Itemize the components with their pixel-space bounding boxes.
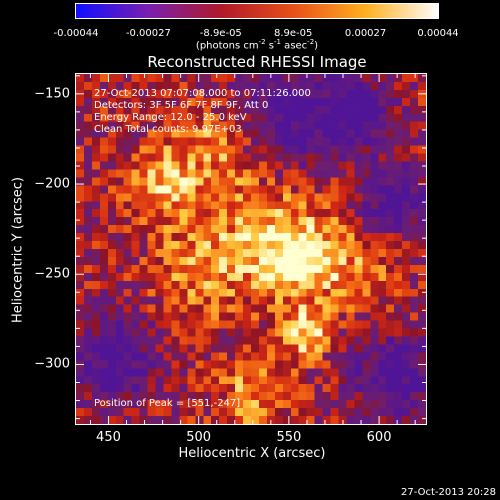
colorbar-tick-label: -8.9e-05 [199, 28, 242, 39]
colorbar [75, 3, 439, 19]
colorbar-tick-label: -0.00044 [53, 28, 99, 39]
footer-timestamp: 27-Oct-2013 20:28 [401, 487, 496, 498]
peak-position-text: Position of Peak = [551,-247] [94, 398, 241, 409]
y-tick-label: −250 [34, 266, 70, 282]
plot-frame [75, 73, 427, 425]
colorbar-tick-label: 0.00027 [344, 28, 387, 39]
x-tick-label: 500 [186, 430, 212, 445]
colorbar-units: (photons cm-2 s-1 asec-2) [195, 38, 319, 52]
y-axis-label: Heliocentric Y (arcsec) [10, 177, 26, 323]
info-energy-range: Energy Range: 12.0 - 25.0 keV [94, 112, 247, 123]
info-clean-counts: Clean Total counts: 9.97E+03 [94, 124, 242, 135]
info-time-range: 27-Oct-2013 07:07:08.000 to 07:11:26.000 [94, 88, 311, 99]
rhessi-image [76, 74, 426, 424]
colorbar-tick-label: 0.00044 [417, 28, 459, 39]
colorbar-tick-label: -0.00027 [125, 28, 171, 39]
x-tick-label: 550 [276, 430, 302, 445]
info-detectors: Detectors: 3F 5F 6F 7F 8F 9F, Att 0 [94, 100, 269, 111]
colorbar-tick-label: 8.9e-05 [273, 28, 313, 39]
y-tick-label: −150 [34, 86, 70, 102]
y-tick-label: −200 [34, 176, 70, 192]
x-tick-label: 600 [366, 430, 392, 445]
x-axis-label: Heliocentric X (arcsec) [178, 446, 326, 461]
x-tick-label: 450 [96, 430, 121, 445]
plot-title: Reconstructed RHESSI Image [147, 53, 367, 71]
y-tick-label: −300 [34, 356, 70, 372]
